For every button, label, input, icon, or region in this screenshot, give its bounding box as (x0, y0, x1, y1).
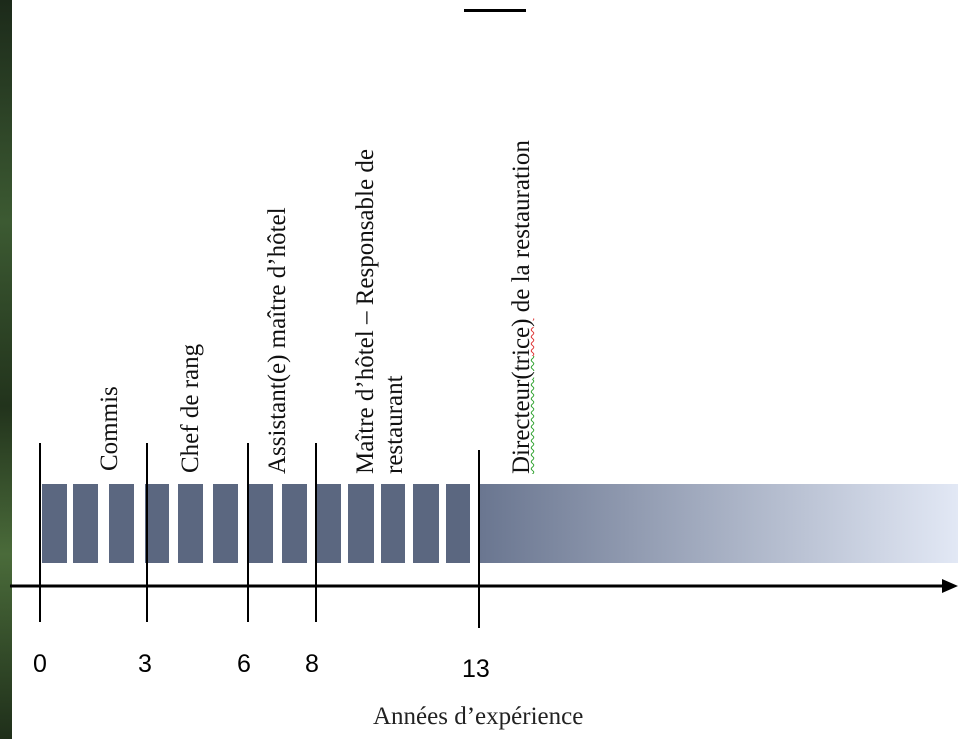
experience-segment (178, 484, 203, 563)
experience-segment (213, 484, 238, 563)
role-directeur-marked-b: ice) (508, 318, 535, 356)
tick-label-13: 13 (462, 655, 490, 683)
axis-title: Années d’expérience (373, 703, 584, 730)
tick-label-8: 8 (305, 650, 319, 678)
decorative-dash (464, 9, 526, 12)
experience-segment (348, 484, 374, 563)
experience-segment (249, 484, 273, 563)
experience-segment (42, 484, 67, 563)
role-directeur-marked-a: (tr (508, 356, 535, 380)
experience-segment (282, 484, 307, 563)
role-directeur-prefix: Directeur (508, 379, 535, 474)
tick-label-6: 6 (237, 650, 251, 678)
tick-label-3: 3 (138, 650, 152, 678)
experience-segment (316, 484, 341, 563)
experience-segments (42, 484, 470, 563)
open-ended-gradient-bar (480, 484, 958, 563)
role-assistant-maitre-hotel: Assistant(e) maître d’hôtel (264, 207, 291, 474)
background-photo-edge (0, 0, 12, 739)
role-maitre-line2: restaurant (380, 375, 408, 474)
experience-segment (381, 484, 405, 563)
role-directeur-suffix: de la restauration (508, 140, 535, 319)
stage-dividers (39, 443, 480, 628)
experience-segment (446, 484, 470, 563)
role-commis: Commis (96, 386, 123, 471)
experience-segment (145, 484, 169, 563)
experience-segment (413, 484, 439, 563)
role-maitre-hotel: Maître d’hôtel – Responsable de restaura… (352, 149, 410, 474)
tick-label-0: 0 (33, 650, 47, 678)
experience-segment (73, 484, 98, 563)
axis-arrow-head (942, 579, 958, 593)
role-directeur-restauration: Directeur(trice) de la restauration (508, 140, 537, 474)
role-chef-de-rang: Chef de rang (177, 343, 204, 473)
experience-segment (109, 484, 134, 563)
role-maitre-line1: Maître d’hôtel – Responsable de (352, 149, 379, 474)
